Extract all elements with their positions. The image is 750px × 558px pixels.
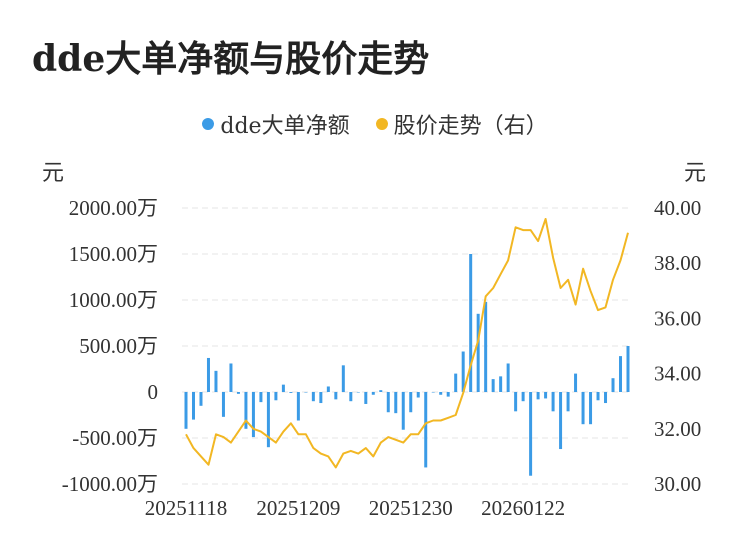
left-tick-label: 1000.00万 <box>69 288 158 312</box>
bar <box>251 392 255 438</box>
bar <box>536 392 540 400</box>
x-tick-label: 20251230 <box>369 496 453 520</box>
price-line <box>185 218 629 469</box>
bar <box>206 357 210 392</box>
right-tick-label: 38.00 <box>654 251 701 275</box>
bar <box>529 392 533 476</box>
bar <box>199 392 203 406</box>
x-tick-label: 20260122 <box>481 496 565 520</box>
bar <box>596 392 600 401</box>
bar <box>544 392 548 399</box>
bar <box>326 386 330 392</box>
bar <box>244 392 248 429</box>
bar <box>281 384 285 392</box>
bar <box>439 392 443 395</box>
bar <box>484 301 488 392</box>
legend-label-dde: dde大单净额 <box>220 114 350 139</box>
bar <box>559 392 563 450</box>
legend-dot-dde <box>202 118 215 130</box>
page-title: dde大单净额与股价走势 <box>32 38 430 80</box>
bar <box>236 392 240 394</box>
bar <box>229 363 233 392</box>
x-tick-label: 20251118 <box>145 496 227 520</box>
bar <box>476 313 480 392</box>
left-tick-label: 1500.00万 <box>69 242 158 266</box>
bar <box>214 370 218 392</box>
bar <box>626 346 630 392</box>
bar <box>574 373 578 392</box>
bar <box>379 390 383 392</box>
left-tick-label: 2000.00万 <box>69 196 158 220</box>
bar <box>604 392 608 404</box>
legend-item-dde[interactable]: dde大单净额 <box>202 108 350 140</box>
right-tick-label: 30.00 <box>654 472 701 496</box>
bar <box>491 379 495 392</box>
bar <box>469 254 473 392</box>
bar <box>274 392 278 401</box>
left-tick-label: 500.00万 <box>79 334 158 358</box>
left-axis-unit: 元 <box>42 161 65 186</box>
bar <box>289 392 293 393</box>
bar <box>266 392 270 448</box>
bar <box>184 392 188 429</box>
right-tick-label: 34.00 <box>654 362 701 386</box>
right-tick-label: 36.00 <box>654 306 701 330</box>
bar <box>514 392 518 412</box>
bar <box>581 392 585 425</box>
legend-label-price: 股价走势（右） <box>393 114 548 139</box>
bar <box>461 351 465 392</box>
legend-dot-price <box>375 118 388 130</box>
bar <box>416 392 420 398</box>
bar <box>349 392 353 402</box>
bar <box>311 392 315 402</box>
left-tick-label: -1000.00万 <box>62 472 158 496</box>
bar <box>304 392 308 393</box>
bar <box>619 356 623 392</box>
bar <box>424 392 428 468</box>
legend-item-price[interactable]: 股价走势（右） <box>375 108 548 140</box>
bar <box>589 392 593 425</box>
bar <box>446 392 450 397</box>
bar <box>386 392 390 413</box>
chart-legend: dde大单净额 股价走势（右） <box>0 108 750 140</box>
bar <box>611 378 615 392</box>
bar <box>356 392 360 393</box>
bar <box>334 392 338 400</box>
right-tick-label: 40.00 <box>654 196 701 220</box>
bar <box>319 392 323 404</box>
left-tick-label: 0 <box>148 380 159 404</box>
bar <box>499 376 503 392</box>
x-tick-label: 20251209 <box>256 496 340 520</box>
bar <box>551 392 555 412</box>
bar <box>191 392 195 420</box>
bar <box>431 392 435 393</box>
right-tick-label: 32.00 <box>654 417 701 441</box>
bar <box>341 365 345 392</box>
bar <box>409 392 413 413</box>
bar <box>259 392 263 403</box>
right-axis-unit: 元 <box>684 161 707 186</box>
bar <box>296 392 300 421</box>
bar <box>566 392 570 412</box>
bar <box>364 392 368 404</box>
bar <box>221 392 225 417</box>
bar <box>506 363 510 392</box>
bar <box>454 373 458 392</box>
bar <box>521 392 525 402</box>
left-tick-label: -500.00万 <box>72 426 158 450</box>
bar <box>401 392 405 430</box>
bar <box>371 392 375 395</box>
bar <box>394 392 398 414</box>
